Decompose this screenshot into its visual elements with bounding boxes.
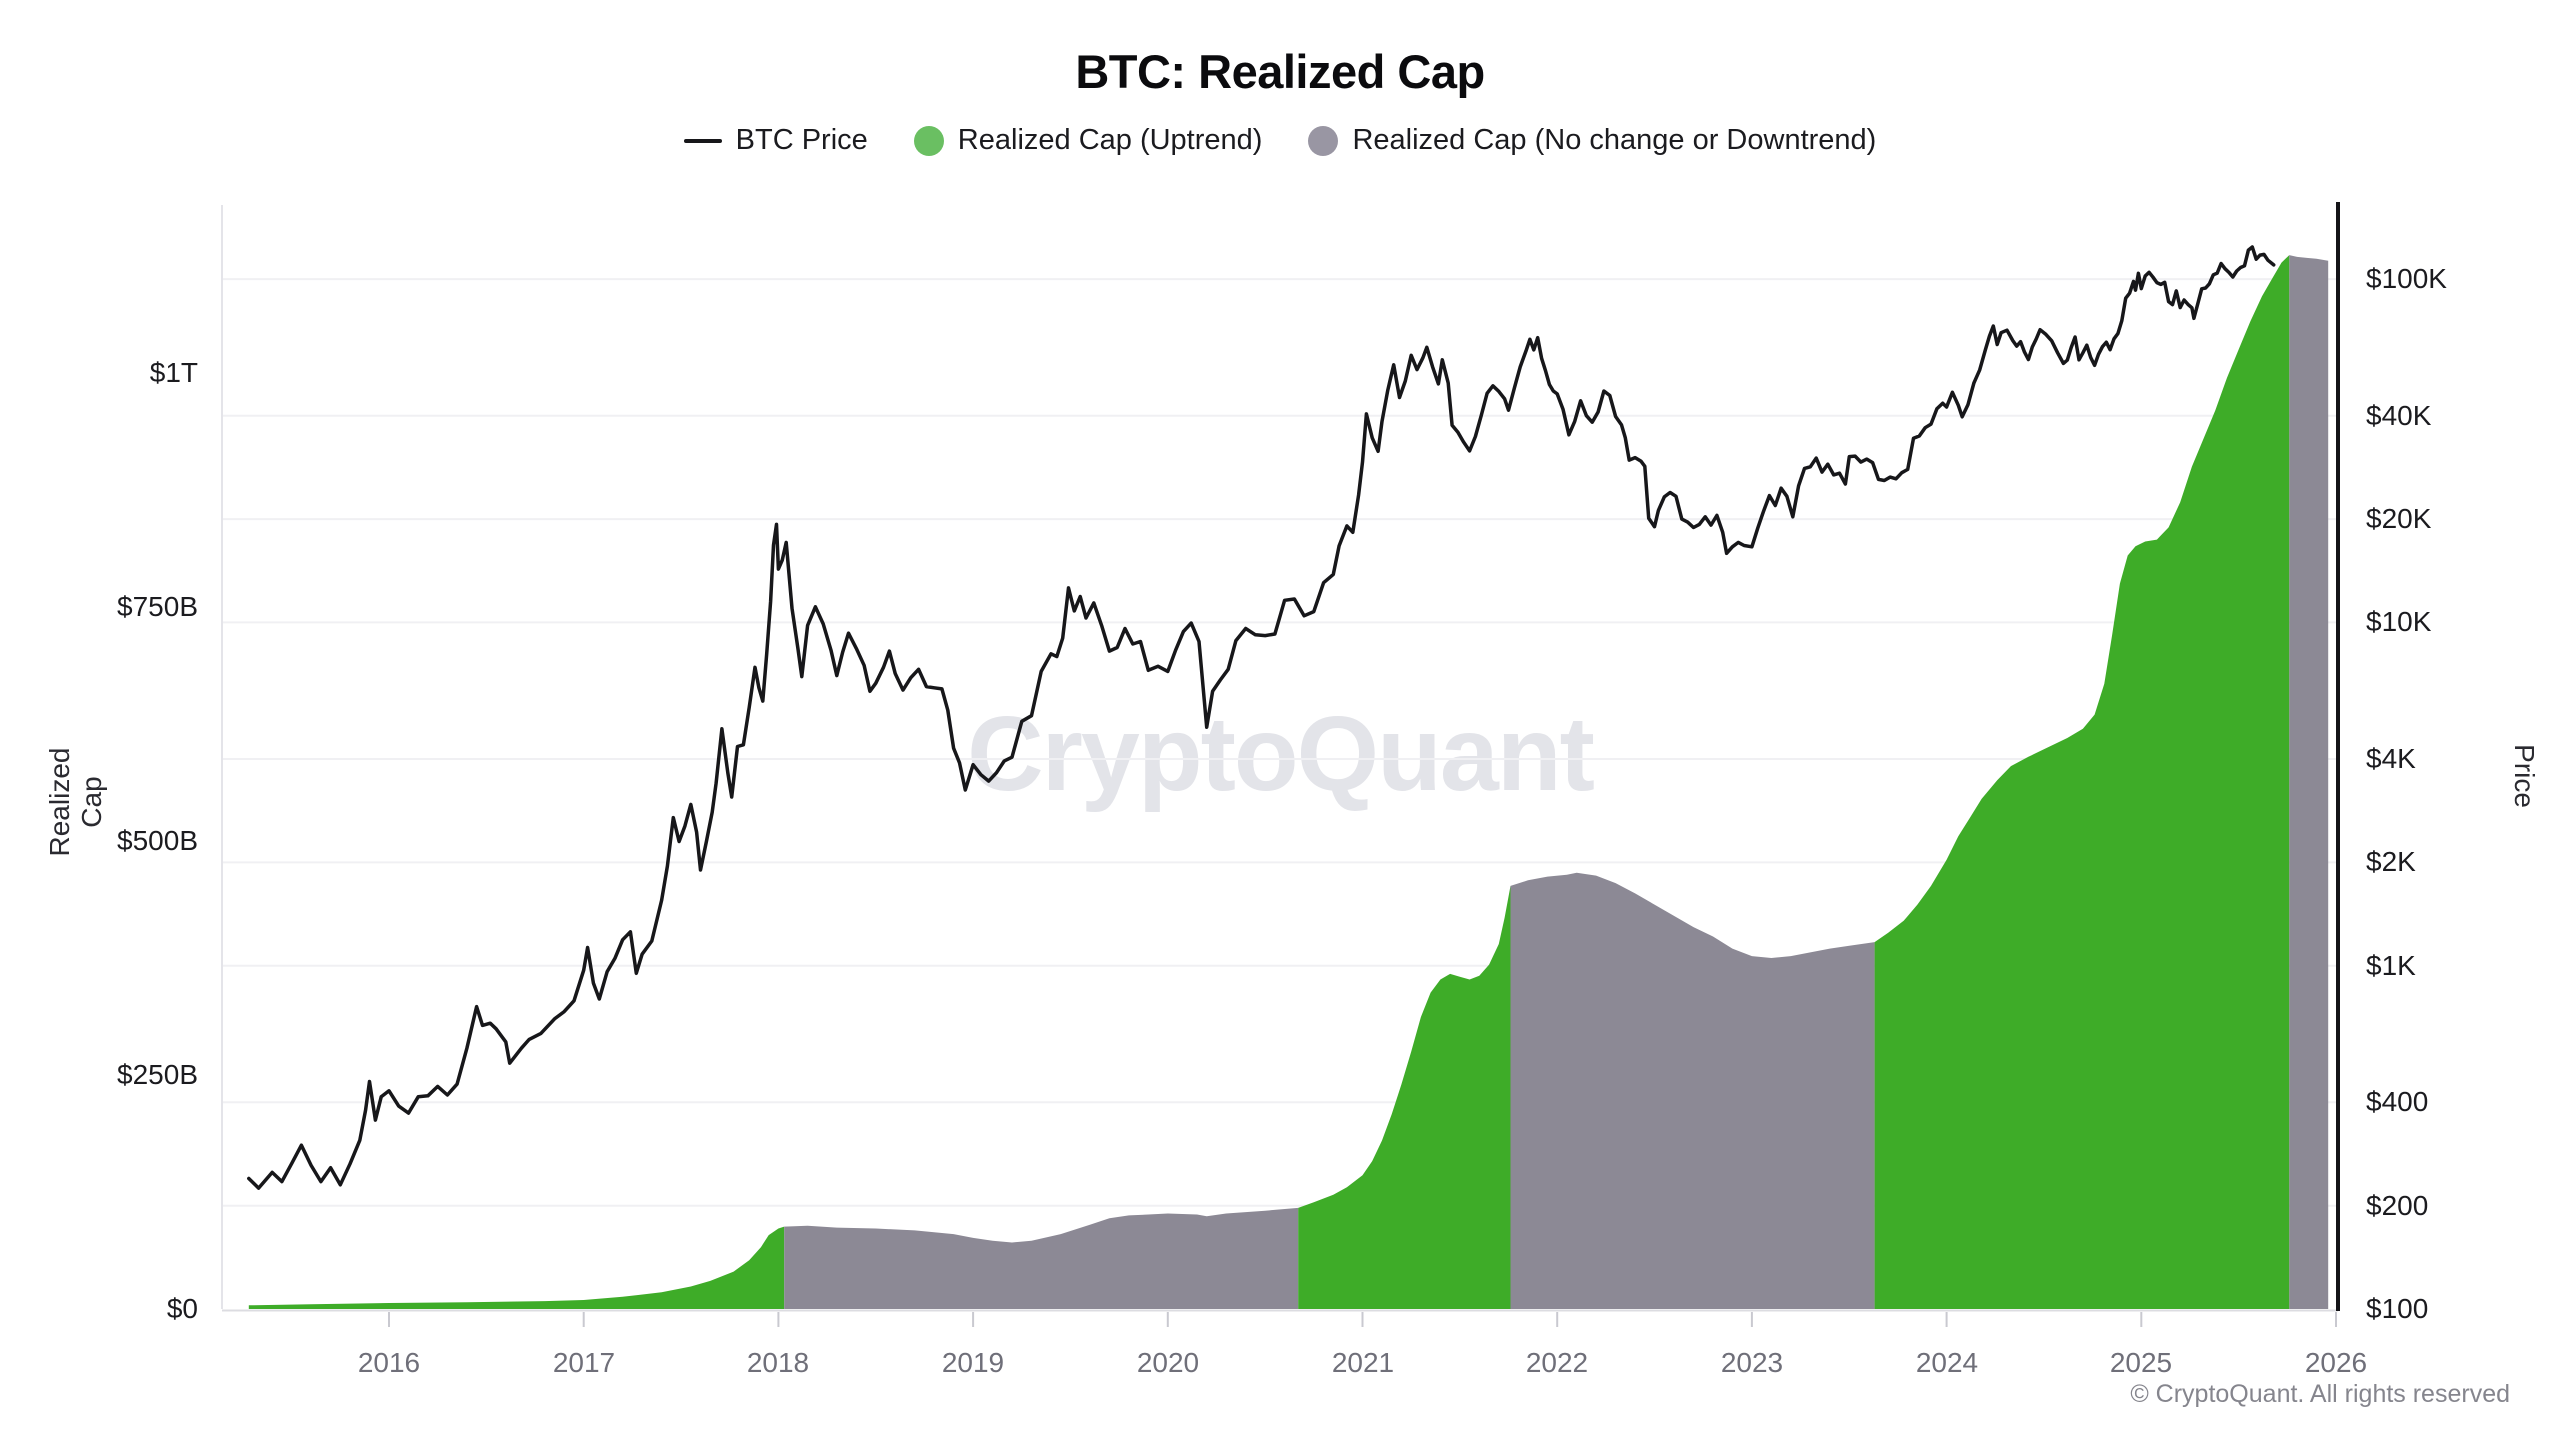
x-axis-tick-label: 2020 (1136, 1347, 1200, 1378)
x-axis-tick-label: 2019 (941, 1347, 1005, 1378)
x-axis-tick-label: 2018 (746, 1347, 810, 1378)
right-axis-tick-label: $100K (2366, 263, 2447, 294)
legend-label: BTC Price (735, 124, 868, 156)
left-axis-tick-label: $750B (117, 591, 198, 622)
right-axis-tick-label: $400 (2366, 1086, 2429, 1117)
x-axis-tick-label: 2025 (2109, 1347, 2173, 1378)
realized-cap-area-downtrend[interactable] (2289, 255, 2329, 1310)
cryptoquant-watermark: CryptoQuant (967, 695, 1595, 813)
x-axis-tick-label: 2016 (357, 1347, 421, 1378)
x-axis-tick-label: 2017 (552, 1347, 616, 1378)
legend-label: Realized Cap (Uptrend) (957, 124, 1263, 156)
right-axis-tick-label: $200 (2366, 1190, 2429, 1221)
chart-title: BTC: Realized Cap (1075, 45, 1485, 98)
right-axis-tick-label: $40K (2366, 400, 2432, 431)
right-axis-tick-label: $100 (2366, 1293, 2429, 1324)
realized-cap-area-downtrend[interactable] (1510, 872, 1875, 1309)
left-axis-title: Realized Cap (44, 747, 107, 857)
right-axis-tick-label: $2K (2366, 846, 2416, 877)
copyright-notice: © CryptoQuant. All rights reserved (2130, 1380, 2510, 1408)
x-axis-tick-label: 2023 (1720, 1347, 1784, 1378)
realized-cap-area-uptrend[interactable] (248, 1226, 785, 1309)
realized-cap-area-uptrend[interactable] (1874, 255, 2290, 1310)
x-axis-tick-label: 2021 (1331, 1347, 1395, 1378)
x-axis-tick-label: 2024 (1915, 1347, 1979, 1378)
right-axis-tick-label: $10K (2366, 606, 2432, 637)
gray-dot-icon (1308, 125, 1339, 156)
green-dot-icon (913, 125, 944, 156)
legend-label: Realized Cap (No change or Downtrend) (1352, 124, 1877, 156)
x-axis-tick-label: 2022 (1525, 1347, 1589, 1378)
x-axis-tick-label: 2026 (2304, 1347, 2368, 1378)
right-axis-tick-label: $20K (2366, 503, 2432, 534)
line-swatch-icon (683, 138, 722, 143)
chart-legend: BTC Price Realized Cap (Uptrend) Realize… (0, 124, 2560, 157)
realized-cap-area-downtrend[interactable] (784, 1207, 1299, 1309)
legend-item-btc-price[interactable]: BTC Price (683, 124, 868, 157)
left-axis-tick-label: $1T (149, 357, 198, 388)
left-axis-tick-label: $500B (117, 825, 198, 856)
right-axis-title: Price (2509, 744, 2540, 808)
btc-price-line[interactable] (247, 245, 2276, 1190)
left-axis-tick-label: $0 (166, 1293, 198, 1324)
legend-item-realized-cap-uptrend[interactable]: Realized Cap (Uptrend) (913, 124, 1263, 157)
legend-item-realized-cap-downtrend[interactable]: Realized Cap (No change or Downtrend) (1308, 124, 1876, 157)
right-axis-tick-label: $4K (2366, 743, 2416, 774)
realized-cap-area-uptrend[interactable] (1298, 885, 1511, 1309)
right-axis-tick-label: $1K (2366, 950, 2416, 981)
left-axis-tick-label: $250B (117, 1059, 198, 1090)
